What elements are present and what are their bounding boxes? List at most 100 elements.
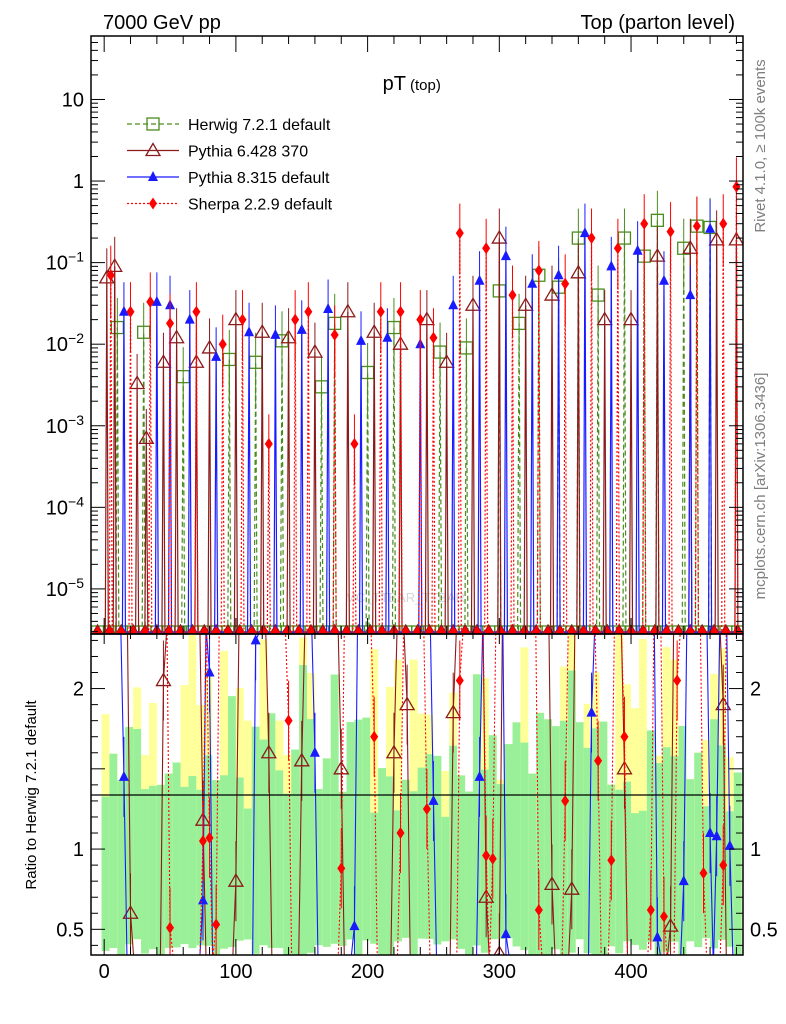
ratio-data-point xyxy=(594,754,603,767)
data-point xyxy=(543,286,561,301)
baseline-marker xyxy=(601,623,614,634)
ratio-data-point xyxy=(478,888,495,903)
uncertainty-band-inner xyxy=(425,754,434,939)
baseline-marker xyxy=(221,623,234,634)
uncertainty-band-inner xyxy=(220,775,228,949)
main-y-tick-base: 10 xyxy=(62,89,84,111)
data-point xyxy=(500,250,511,261)
baseline-marker xyxy=(413,626,422,634)
data-point xyxy=(658,274,669,285)
data-point xyxy=(151,295,162,306)
ratio-data-point xyxy=(260,744,277,759)
ratio-data-point xyxy=(212,918,221,931)
data-point xyxy=(455,227,464,240)
baseline-marker xyxy=(520,626,529,634)
data-point xyxy=(264,437,273,450)
main-y-tick-label: 10−3 xyxy=(46,412,84,438)
data-point xyxy=(118,305,129,316)
baseline-marker xyxy=(555,626,564,634)
uncertainty-band-inner xyxy=(393,810,402,942)
uncertainty-band-inner xyxy=(686,779,695,942)
ratio-data-point xyxy=(673,674,682,687)
data-point xyxy=(622,311,640,326)
uncertainty-band-inner xyxy=(101,796,110,951)
ratio-series-clip xyxy=(118,634,735,955)
ratio-data-point xyxy=(349,920,360,931)
uncertainty-band-outer xyxy=(638,638,647,950)
data-point xyxy=(382,331,393,342)
baseline-marker xyxy=(259,626,268,634)
ratio-y-tick-label-left: 0.5 xyxy=(56,919,84,941)
ratio-data-point xyxy=(662,917,679,932)
mcplots-reference-label: mcplots.cern.ch [arXiv:1306.3436] xyxy=(752,373,769,600)
x-tick-label: 300 xyxy=(483,961,516,983)
ratio-data-point xyxy=(122,904,139,919)
ratio-y-tick-label-right: 2 xyxy=(750,679,761,701)
uncertainty-band-inner xyxy=(291,749,300,955)
main-y-tick-label: 10−5 xyxy=(46,575,84,601)
ratio-data-point xyxy=(118,770,129,781)
baseline-marker xyxy=(91,623,104,634)
uncertainty-band-inner xyxy=(322,758,331,947)
baseline-marker xyxy=(472,626,481,634)
data-point xyxy=(682,239,699,254)
baseline-marker xyxy=(603,626,612,634)
uncertainty-band-inner xyxy=(559,720,568,955)
main-series-clip xyxy=(91,157,743,634)
data-point xyxy=(508,289,517,302)
uncertainty-band-inner xyxy=(623,781,632,942)
baseline-marker xyxy=(425,626,434,634)
baseline-marker xyxy=(532,626,541,634)
baseline-marker xyxy=(662,626,671,634)
uncertainty-band-inner xyxy=(259,739,268,946)
uncertainty-band-inner xyxy=(172,762,181,948)
data-point xyxy=(155,353,172,368)
baseline-marker xyxy=(127,623,140,634)
uncertainty-band-inner xyxy=(362,717,371,941)
baseline-marker xyxy=(484,626,493,634)
ratio-data-point xyxy=(428,794,439,805)
data-point xyxy=(579,227,590,238)
data-point xyxy=(166,317,175,330)
baseline-marker xyxy=(188,626,197,634)
ratio-data-point xyxy=(659,910,668,923)
baseline-marker xyxy=(435,623,448,634)
legend-label: Pythia 8.315 default xyxy=(188,170,330,187)
ratio-data-point xyxy=(543,876,561,891)
baseline-marker xyxy=(354,626,363,634)
ratio-data-point xyxy=(652,931,663,942)
main-y-tick-label: 10−2 xyxy=(46,330,84,356)
ratio-data-point xyxy=(646,904,655,917)
uncertainty-band-inner xyxy=(417,767,426,939)
baseline-marker xyxy=(565,623,578,634)
baseline-marker xyxy=(401,626,410,634)
baseline-marker xyxy=(223,626,232,634)
uncertainty-band-inner xyxy=(235,777,244,941)
uncertainty-band-inner xyxy=(314,789,323,946)
data-point xyxy=(339,303,356,318)
watermark: MC_TTBAR_TTBAR xyxy=(345,590,465,605)
ratio-y-tick-label-right: 0.5 xyxy=(750,919,778,941)
x-tick-label: 100 xyxy=(219,961,252,983)
data-point xyxy=(128,375,146,390)
baseline-marker xyxy=(461,626,470,634)
baseline-marker xyxy=(613,623,626,634)
baseline-marker xyxy=(496,626,505,634)
baseline-marker xyxy=(579,626,588,634)
x-tick-label: 200 xyxy=(351,961,384,983)
uncertainty-band-inner xyxy=(370,812,379,944)
data-point xyxy=(201,339,218,354)
uncertainty-band-inner xyxy=(520,742,529,951)
uncertainty-band-inner xyxy=(457,775,466,949)
ratio-data-point xyxy=(607,854,616,867)
uncertainty-band-inner xyxy=(109,753,118,949)
data-point xyxy=(211,350,222,361)
baseline-marker xyxy=(105,626,114,634)
ratio-data-point xyxy=(620,730,629,743)
main-y-tick-label: 10−1 xyxy=(46,249,84,275)
baseline-marker xyxy=(198,623,211,634)
legend-marker xyxy=(148,171,158,181)
data-point xyxy=(291,313,300,326)
